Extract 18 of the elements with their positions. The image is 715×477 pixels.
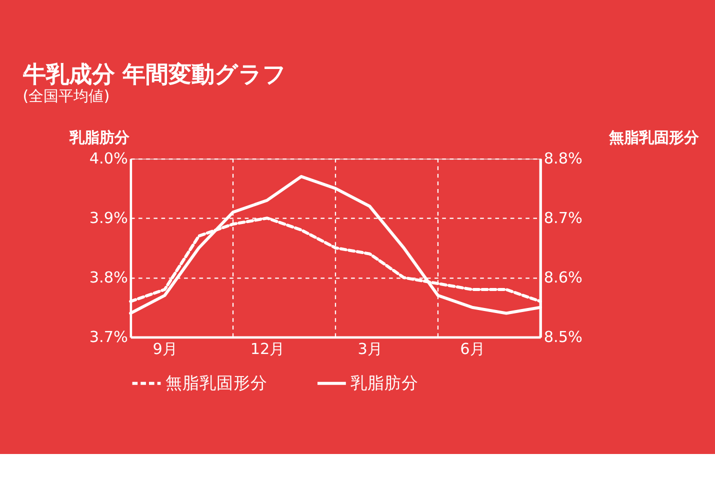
x-tick-label: 6月 xyxy=(460,340,485,358)
chart-title: 牛乳成分 年間変動グラフ xyxy=(22,61,287,88)
y2-tick-label: 8.7% xyxy=(544,209,582,228)
y-tick-label: 3.9% xyxy=(89,209,128,228)
y2-tick-label: 8.5% xyxy=(544,328,582,346)
y-tick-label: 4.0% xyxy=(89,150,128,168)
x-tick-label: 9月 xyxy=(152,340,178,358)
y2-tick-label: 8.6% xyxy=(544,268,582,287)
legend-label: 無脂乳固形分 xyxy=(165,374,268,393)
x-tick-label: 12月 xyxy=(250,340,285,358)
x-tick-label: 3月 xyxy=(358,340,382,358)
y-tick-label: 3.7% xyxy=(89,328,128,346)
legend-label: 乳脂肪分 xyxy=(350,374,419,393)
y2-axis-title: 無脂乳固形分 xyxy=(608,128,700,146)
y2-tick-label: 8.8% xyxy=(544,150,582,168)
chart-subtitle: (全国平均値) xyxy=(22,87,110,105)
y-axis-title: 乳脂肪分 xyxy=(68,128,130,146)
y-tick-label: 3.8% xyxy=(89,268,128,287)
